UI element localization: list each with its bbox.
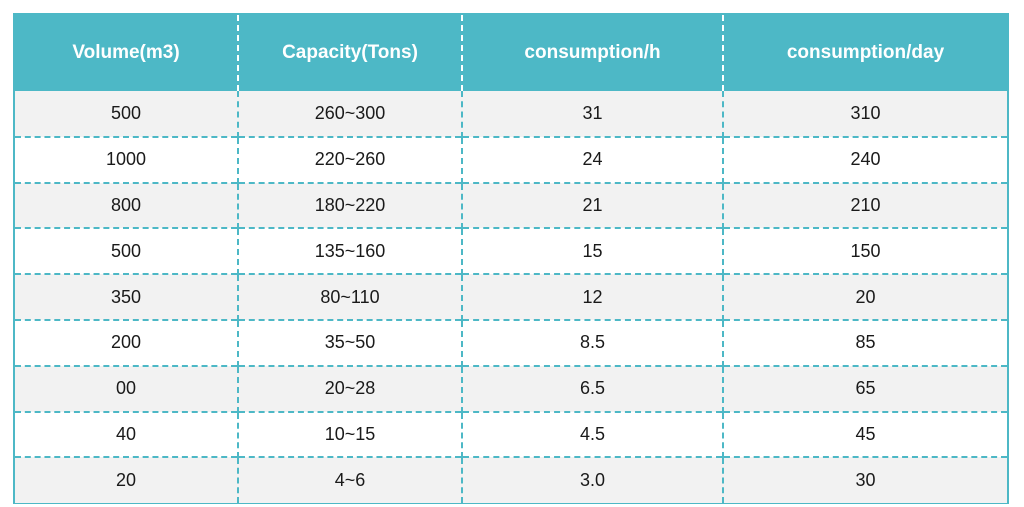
table-row: 350 80~110 12 20 — [15, 273, 1007, 320]
cell-consumption-hour: 8.5 — [461, 318, 723, 366]
cell-consumption-hour: 21 — [461, 181, 723, 229]
cell-volume: 500 — [15, 227, 238, 275]
cell-capacity: 35~50 — [237, 318, 462, 366]
cell-volume: 200 — [15, 318, 238, 366]
cell-consumption-day: 30 — [722, 456, 1007, 504]
cell-volume: 800 — [15, 181, 238, 229]
cell-consumption-day: 20 — [722, 273, 1007, 320]
cell-consumption-hour: 31 — [461, 91, 723, 137]
cell-consumption-day: 240 — [722, 135, 1007, 183]
cell-volume: 20 — [15, 456, 238, 504]
spec-table-container: Volume(m3) Capacity(Tons) consumption/h … — [13, 13, 1009, 504]
header-row: Volume(m3) Capacity(Tons) consumption/h … — [15, 15, 1007, 91]
cell-volume: 350 — [15, 273, 238, 320]
header-capacity: Capacity(Tons) — [237, 15, 462, 91]
cell-consumption-hour: 6.5 — [461, 364, 723, 412]
table-row: 500 135~160 15 150 — [15, 227, 1007, 275]
table-row: 800 180~220 21 210 — [15, 181, 1007, 229]
table-row: 1000 220~260 24 240 — [15, 135, 1007, 183]
cell-consumption-day: 85 — [722, 318, 1007, 366]
cell-consumption-hour: 15 — [461, 227, 723, 275]
cell-consumption-day: 150 — [722, 227, 1007, 275]
cell-consumption-hour: 4.5 — [461, 410, 723, 458]
cell-volume: 1000 — [15, 135, 238, 183]
cell-consumption-hour: 12 — [461, 273, 723, 320]
cell-volume: 500 — [110, 102, 142, 123]
cell-consumption-day: 310 — [722, 91, 1007, 137]
cell-capacity: 180~220 — [237, 181, 462, 229]
cell-capacity: 260~300 — [237, 91, 462, 137]
header-volume: Volume(m3) — [72, 42, 180, 63]
cell-consumption-day: 65 — [722, 364, 1007, 412]
cell-consumption-hour: 24 — [461, 135, 723, 183]
cell-capacity: 220~260 — [237, 135, 462, 183]
table-row: 500 260~300 31 310 — [15, 91, 1007, 137]
cell-capacity: 135~160 — [237, 227, 462, 275]
table-row: 20 4~6 3.0 30 — [15, 456, 1007, 504]
header-consumption-day: consumption/day — [722, 15, 1007, 91]
spec-table: Volume(m3) Capacity(Tons) consumption/h … — [15, 15, 1007, 504]
table-header: Volume(m3) Capacity(Tons) consumption/h … — [15, 15, 1007, 91]
cell-volume: 40 — [15, 410, 238, 458]
cell-volume: 00 — [15, 364, 238, 412]
header-consumption-hour: consumption/h — [461, 15, 723, 91]
table-body: 500 260~300 31 310 1000 220~260 24 240 8… — [15, 91, 1007, 504]
cell-consumption-day: 210 — [722, 181, 1007, 229]
cell-capacity: 10~15 — [237, 410, 462, 458]
table-row: 00 20~28 6.5 65 — [15, 364, 1007, 412]
cell-consumption-day: 45 — [722, 410, 1007, 458]
cell-consumption-hour: 3.0 — [461, 456, 723, 504]
table-row: 200 35~50 8.5 85 — [15, 318, 1007, 366]
cell-capacity: 20~28 — [237, 364, 462, 412]
cell-capacity: 4~6 — [237, 456, 462, 504]
cell-capacity: 80~110 — [237, 273, 462, 320]
table-row: 40 10~15 4.5 45 — [15, 410, 1007, 458]
